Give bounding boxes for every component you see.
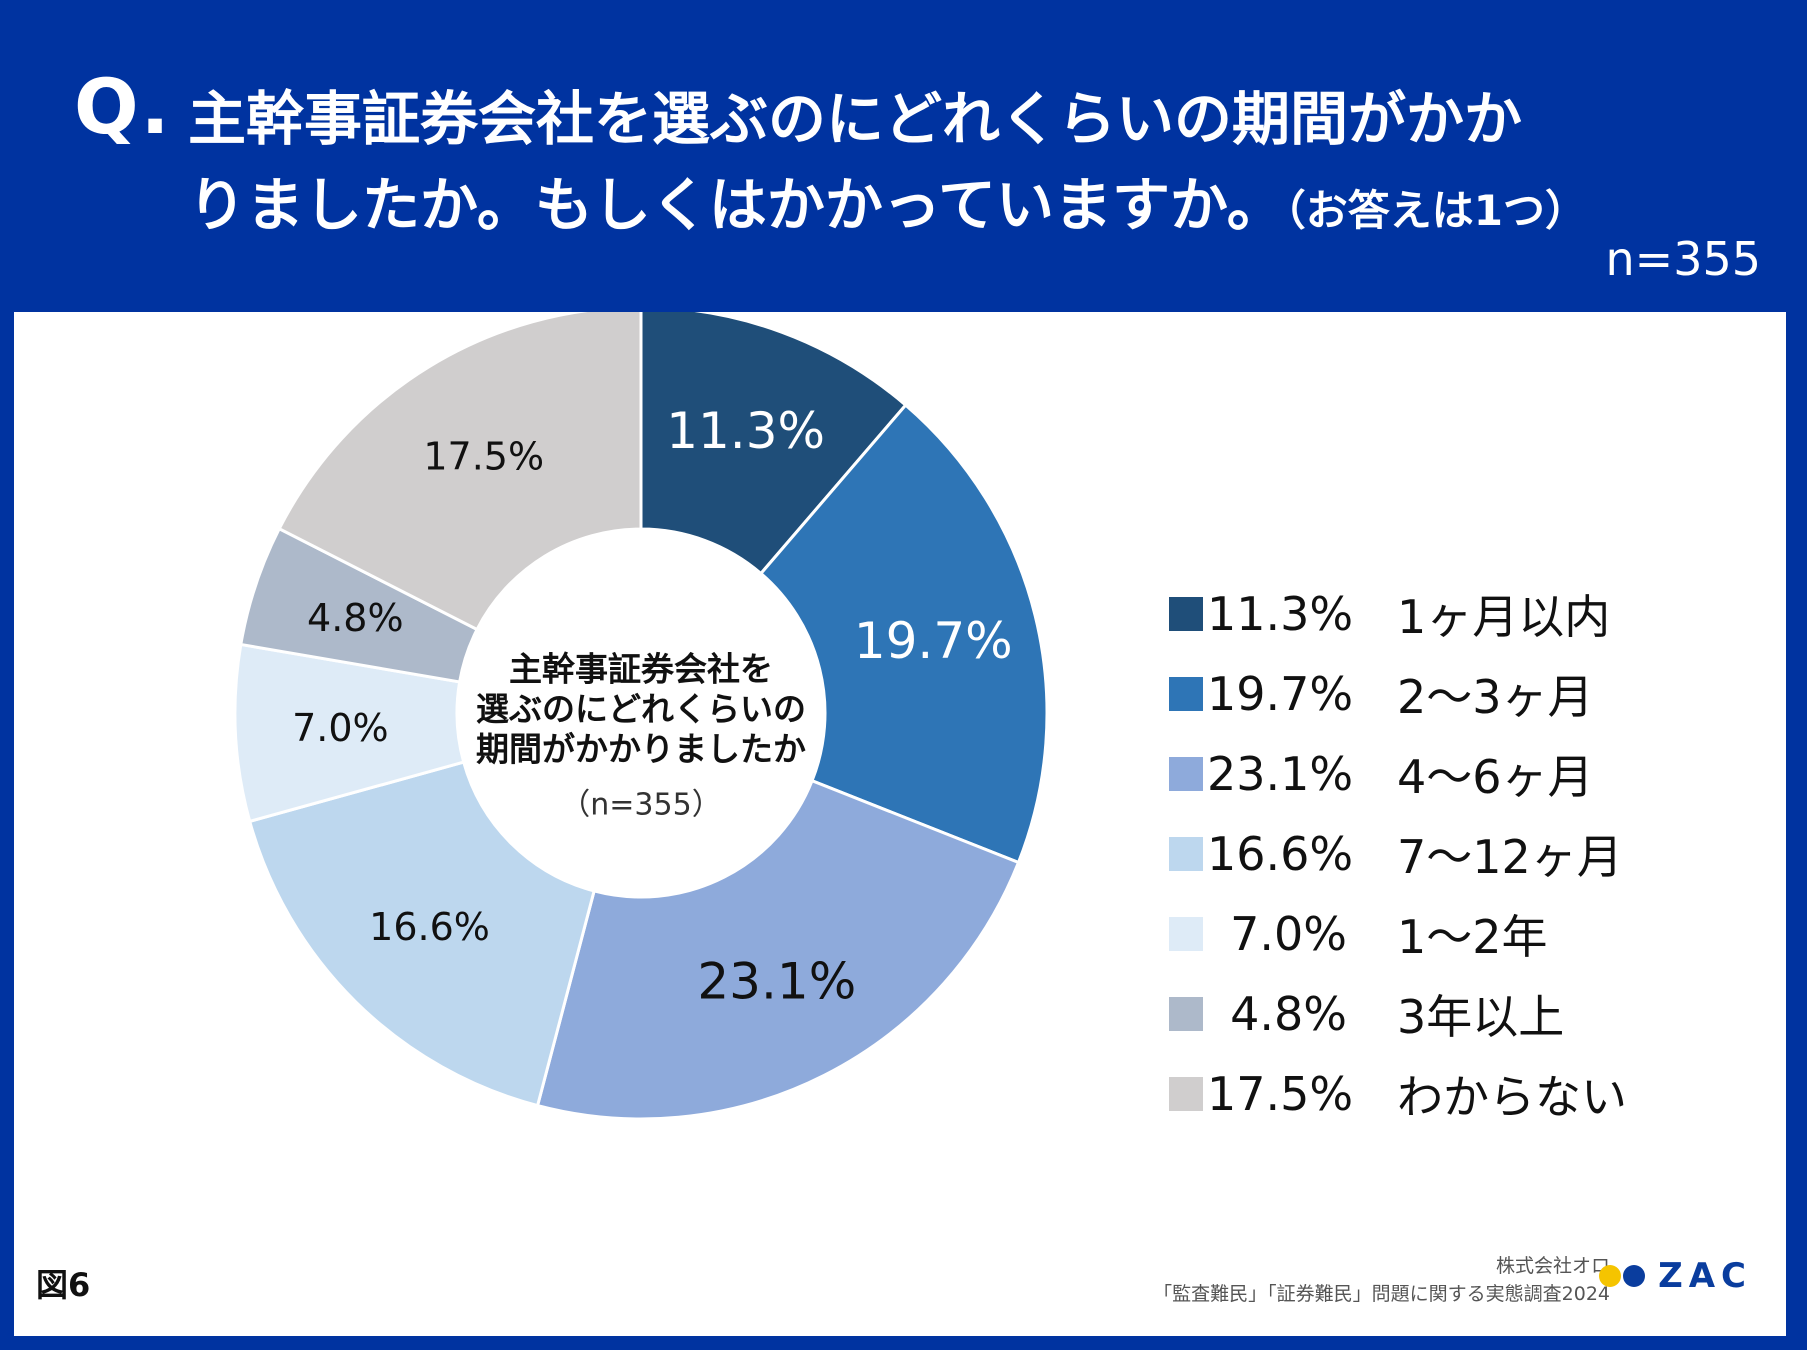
- legend-label-3: 4～6ヶ月: [1397, 750, 1594, 804]
- legend-item-7: 17.5% わからない: [1169, 1054, 1729, 1134]
- legend-label-2: 2～3ヶ月: [1397, 670, 1594, 724]
- legend-item-4: 16.6% 7～12ヶ月: [1169, 814, 1729, 894]
- legend-label-7: わからない: [1397, 1070, 1627, 1124]
- center-label-line-3: 期間がかかりましたか: [476, 730, 806, 769]
- legend-percent-1: 11.3%: [1207, 587, 1354, 641]
- question-note: （お答えは1つ）: [1284, 186, 1588, 235]
- legend-label-4: 7～12ヶ月: [1397, 830, 1623, 884]
- center-sample-size: （n=355）: [560, 788, 721, 823]
- legend-percent-5: 7.0%: [1230, 907, 1347, 961]
- legend-percent-7: 17.5%: [1207, 1067, 1354, 1121]
- credit: 株式会社オロ 「監査難民」「証券難民」問題に関する実態調査2024: [1153, 1252, 1610, 1308]
- donut-slice-7: [277, 312, 643, 632]
- question-text-line2: りましたか。もしくはかかっていますか。（お答えは1つ）: [188, 158, 1587, 242]
- legend-swatch-6: [1169, 997, 1203, 1031]
- center-label-line-1: 主幹事証券会社を: [509, 650, 773, 689]
- question-header: Q. 主幹事証券会社を選ぶのにどれくらいの期間がかか りましたか。もしくはかかっ…: [0, 0, 1807, 312]
- question-text-line2-main: りましたか。もしくはかかっていますか。: [188, 171, 1285, 239]
- legend-label-1: 1ヶ月以内: [1397, 590, 1611, 644]
- slice-label-7: 17.5%: [423, 434, 544, 478]
- logo-text: ZAC: [1658, 1256, 1752, 1296]
- logo-dots-icon: [1599, 1265, 1646, 1287]
- legend-swatch-5: [1169, 917, 1203, 951]
- slice-label-2: 19.7%: [854, 612, 1013, 670]
- legend-item-3: 23.1% 4～6ヶ月: [1169, 734, 1729, 814]
- legend-swatch-4: [1169, 837, 1203, 871]
- legend-swatch-1: [1169, 597, 1203, 631]
- legend-label-5: 1～2年: [1397, 910, 1548, 964]
- chart-legend: 11.3% 1ヶ月以内 19.7% 2～3ヶ月 23.1% 4～6ヶ月 16.6% 7～12ヶ…: [1169, 574, 1729, 1134]
- chart-panel: 11.3% 19.7% 23.1% 16.6% 7.0% 4.8% 17.5% 主幹事証券会社…: [14, 312, 1786, 1336]
- company-name: 株式会社オロ: [1495, 1255, 1610, 1277]
- legend-label-6: 3年以上: [1397, 990, 1565, 1044]
- donut-slice-2: [758, 402, 1049, 865]
- sample-size: n=355: [1605, 232, 1762, 286]
- legend-item-1: 11.3% 1ヶ月以内: [1169, 574, 1729, 654]
- slice-label-3: 23.1%: [697, 953, 856, 1011]
- zac-logo: ZAC: [1598, 1256, 1752, 1296]
- legend-swatch-7: [1169, 1077, 1203, 1111]
- legend-percent-3: 23.1%: [1207, 747, 1354, 801]
- survey-name: 「監査難民」「証券難民」問題に関する実態調査2024: [1153, 1283, 1610, 1305]
- legend-item-5: 7.0% 1～2年: [1169, 894, 1729, 974]
- question-mark: Q.: [74, 62, 172, 151]
- legend-percent-2: 19.7%: [1207, 667, 1354, 721]
- slice-label-1: 11.3%: [666, 402, 825, 460]
- figure-label: 図6: [36, 1266, 91, 1304]
- donut-slice-4: [247, 760, 596, 1108]
- center-label-line-2: 選ぶのにどれくらいの: [476, 690, 806, 729]
- legend-item-2: 19.7% 2～3ヶ月: [1169, 654, 1729, 734]
- donut-chart: 11.3% 19.7% 23.1% 16.6% 7.0% 4.8% 17.5% 主幹事証券会社…: [233, 312, 1049, 1121]
- donut-slice-1: [639, 312, 908, 576]
- legend-percent-6: 4.8%: [1230, 987, 1347, 1041]
- legend-swatch-3: [1169, 757, 1203, 791]
- legend-item-6: 4.8% 3年以上: [1169, 974, 1729, 1054]
- slice-label-6: 4.8%: [307, 596, 404, 640]
- question-text-line1: 主幹事証券会社を選ぶのにどれくらいの期間がかか: [188, 85, 1523, 153]
- slice-label-4: 16.6%: [369, 905, 490, 949]
- slice-label-5: 7.0%: [292, 706, 389, 750]
- legend-swatch-2: [1169, 677, 1203, 711]
- legend-percent-4: 16.6%: [1207, 827, 1354, 881]
- donut-slice-3: [535, 778, 1021, 1121]
